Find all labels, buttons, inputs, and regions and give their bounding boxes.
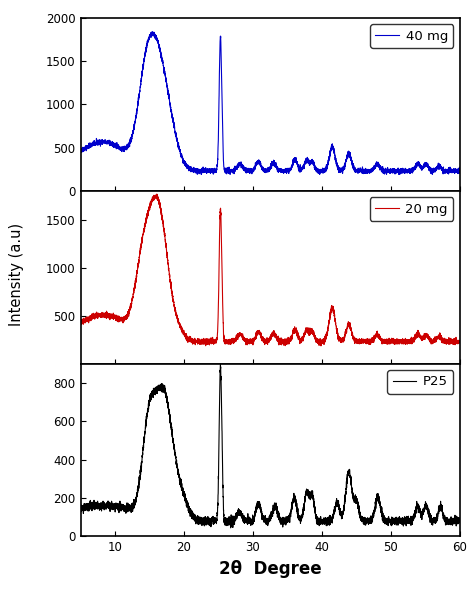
Legend: 20 mg: 20 mg — [370, 197, 453, 221]
Text: Intensity (a.u): Intensity (a.u) — [9, 222, 24, 326]
Legend: 40 mg: 40 mg — [370, 24, 453, 48]
Legend: P25: P25 — [387, 370, 453, 394]
X-axis label: 2θ  Degree: 2θ Degree — [219, 560, 321, 578]
